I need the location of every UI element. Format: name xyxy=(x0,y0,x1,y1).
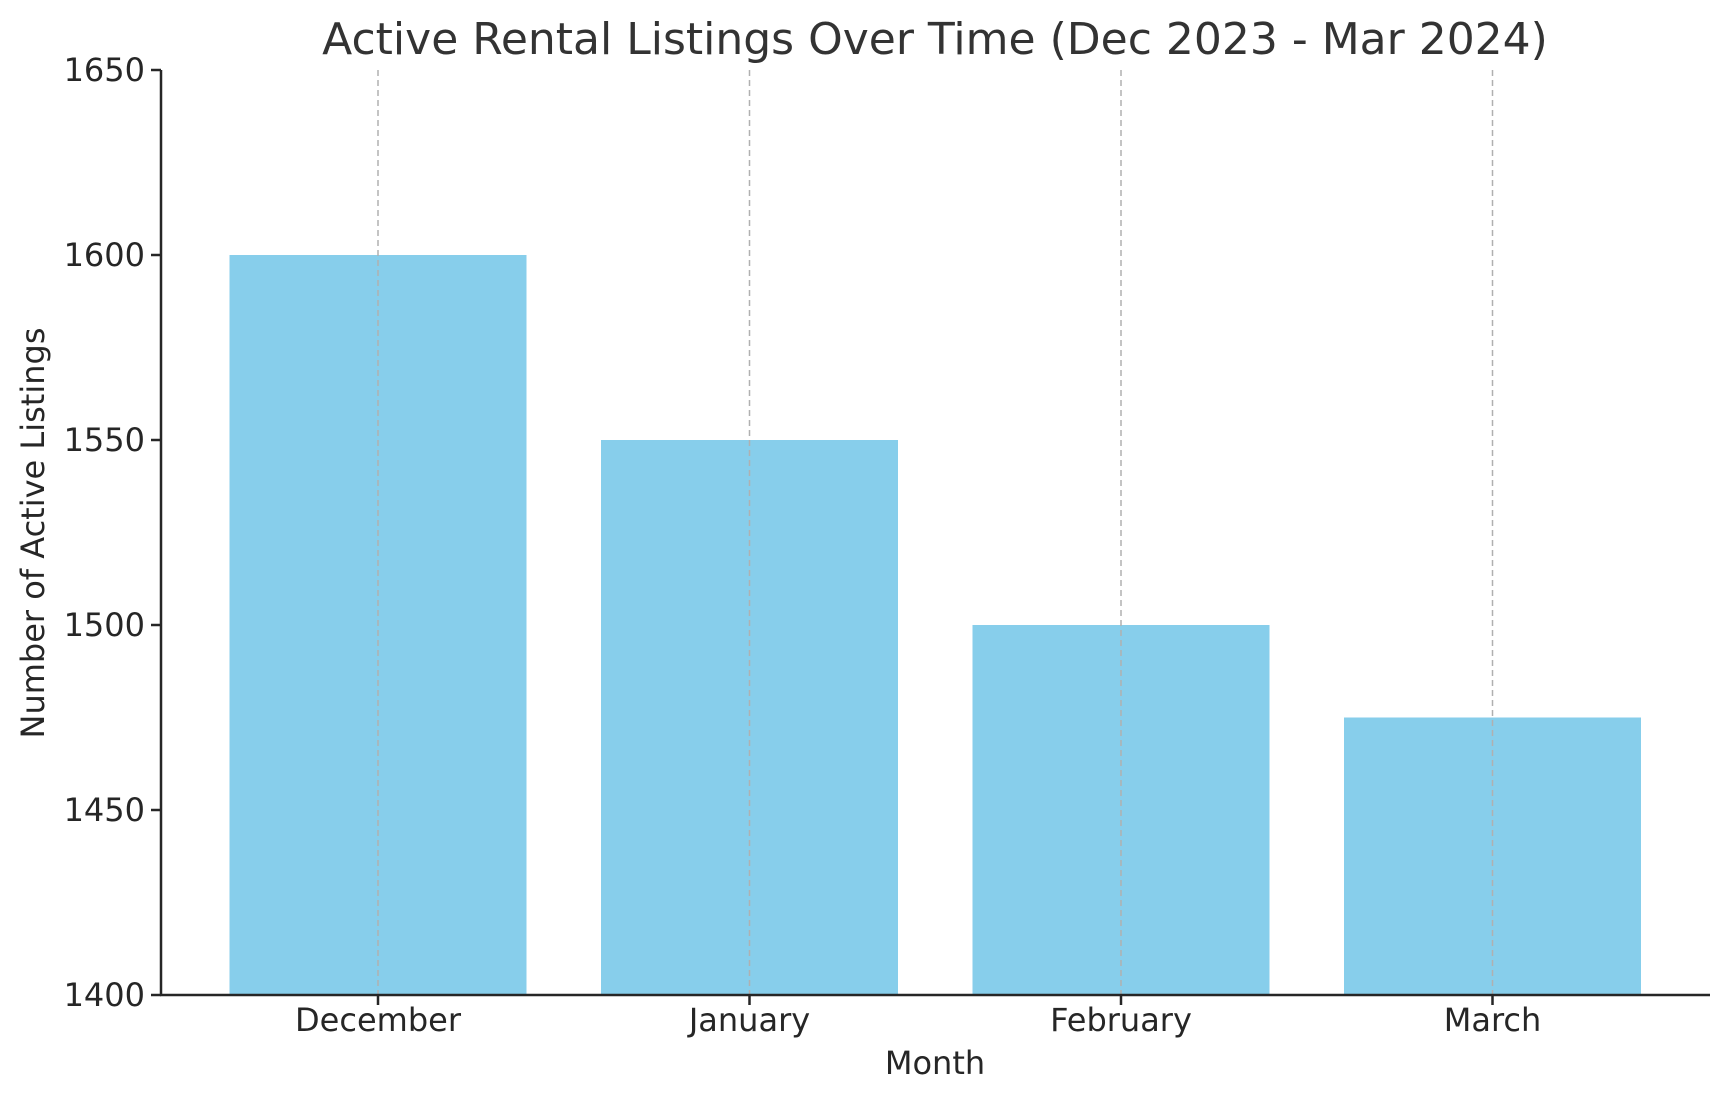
chart-title: Active Rental Listings Over Time (Dec 20… xyxy=(322,14,1548,65)
x-tick-label: March xyxy=(1444,1001,1542,1039)
x-tick-label: December xyxy=(295,1001,462,1039)
y-axis-ticks: 1400 1450 1500 1550 1600 1650 xyxy=(64,51,161,1014)
x-tick-label: January xyxy=(687,1001,810,1039)
x-tick-label: February xyxy=(1050,1001,1192,1039)
y-tick-label: 1650 xyxy=(64,51,145,89)
bars xyxy=(229,255,1641,995)
x-axis-ticks: December January February March xyxy=(295,995,1541,1039)
y-tick-label: 1600 xyxy=(64,236,145,274)
y-tick-label: 1400 xyxy=(64,976,145,1014)
y-tick-label: 1550 xyxy=(64,421,145,459)
y-tick-label: 1450 xyxy=(64,791,145,829)
x-axis-label: Month xyxy=(885,1044,985,1082)
y-tick-label: 1500 xyxy=(64,606,145,644)
y-axis-label: Number of Active Listings xyxy=(14,328,52,739)
grid-lines-overlay xyxy=(377,70,1494,995)
